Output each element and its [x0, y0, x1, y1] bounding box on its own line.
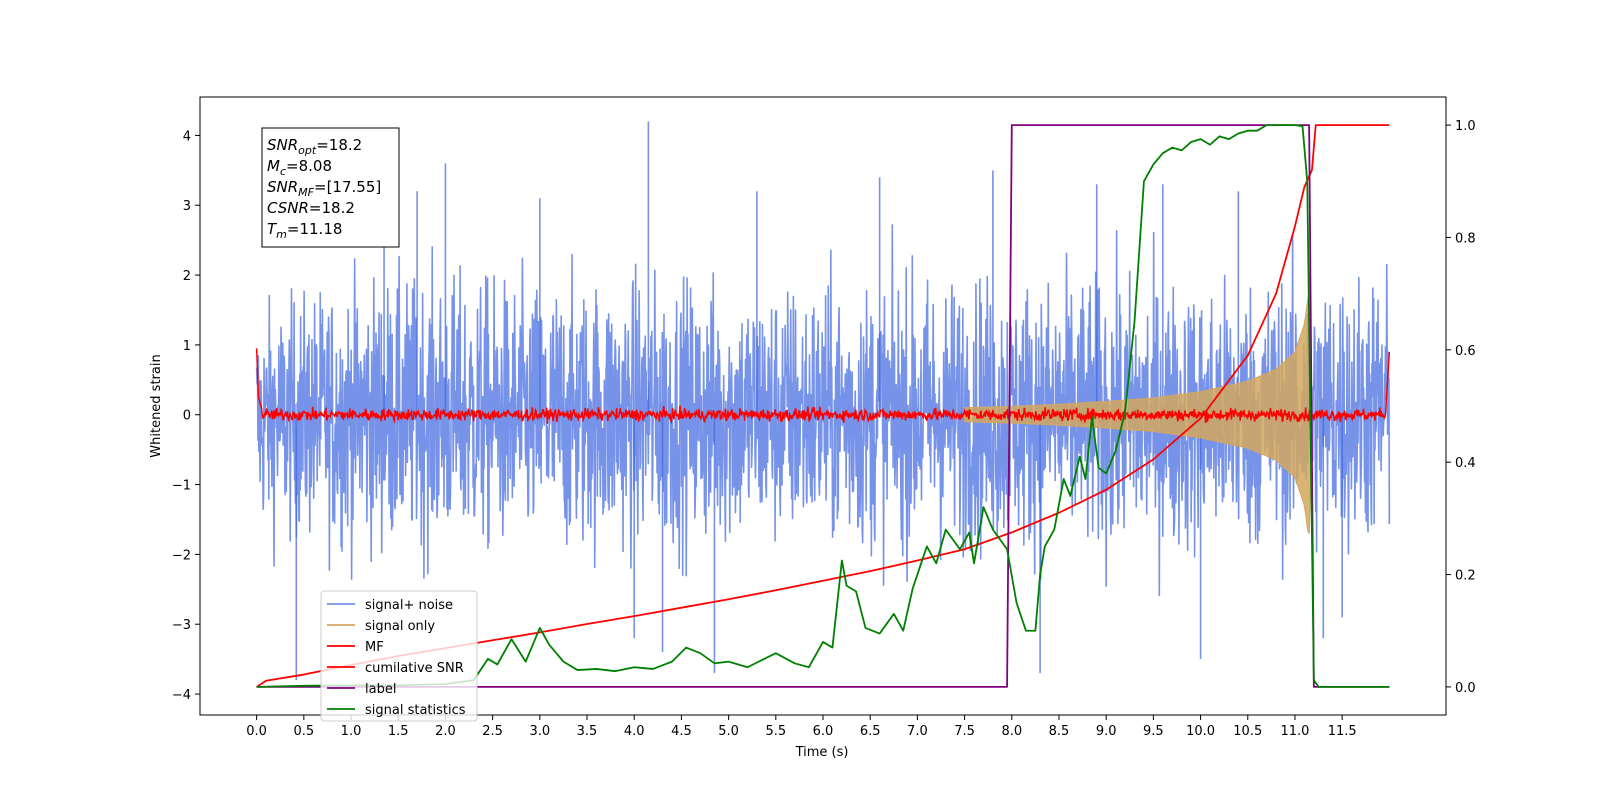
mf-trace: [255, 348, 1391, 425]
info-box-frame: [261, 127, 400, 248]
legend-items: signal+ noise signal only MF cumilative SNR…: [327, 598, 466, 718]
y-tick-label: 3: [183, 199, 191, 214]
x-axis-label: Time (s): [795, 745, 849, 760]
x-tick-label: 8.5: [1049, 724, 1070, 739]
y2-tick-label: 0.6: [1455, 344, 1476, 359]
series-layer: [255, 121, 1391, 688]
y-tick-label: −4: [172, 688, 191, 703]
y-tick-label: −3: [172, 618, 191, 633]
legend-label: MF: [365, 640, 384, 655]
x-tick-label: 5.0: [718, 724, 739, 739]
legend-frame: [320, 590, 478, 722]
y2-tick-label: 1.0: [1455, 119, 1476, 134]
legend-label: signal statistics: [365, 703, 466, 718]
y-axis-label: Whitened strain: [149, 354, 164, 457]
y-axis-left: 4 3 2 1 0 −1 −2 −3 −4: [172, 129, 200, 703]
x-tick-label: 2.5: [482, 724, 503, 739]
x-tick-label: 0.5: [293, 724, 314, 739]
legend-label: signal only: [365, 619, 435, 634]
y-tick-label: 2: [183, 269, 191, 284]
x-tick-label: 11.0: [1280, 724, 1309, 739]
y-tick-label: 0: [183, 409, 191, 424]
x-tick-label: 1.0: [341, 724, 362, 739]
y-tick-label: −1: [172, 479, 191, 494]
y2-tick-label: 0.0: [1455, 681, 1476, 696]
x-tick-label: 0.0: [246, 724, 267, 739]
y2-tick-label: 0.8: [1455, 231, 1476, 246]
x-tick-label: 5.5: [765, 724, 786, 739]
x-tick-label: 4.5: [671, 724, 692, 739]
y2-tick-label: 0.2: [1455, 569, 1476, 584]
x-tick-label: 11.5: [1328, 724, 1357, 739]
x-tick-label: 3.5: [577, 724, 598, 739]
legend-label: signal+ noise: [365, 598, 453, 613]
x-tick-label: 9.5: [1143, 724, 1164, 739]
legend: signal+ noise signal only MF cumilative SNR…: [320, 590, 478, 722]
x-tick-label: 6.5: [860, 724, 881, 739]
y2-tick-label: 0.4: [1455, 456, 1476, 471]
info-box: SNRopt=18.2Mc=8.08SNRMF=[17.55]CSNR=18.2…: [261, 127, 400, 248]
x-tick-label: 7.5: [954, 724, 975, 739]
x-tick-label: 7.0: [907, 724, 928, 739]
x-tick-label: 8.0: [1001, 724, 1022, 739]
info-line: Tm=11.18: [267, 220, 342, 241]
x-tick-label: 1.5: [388, 724, 409, 739]
x-tick-label: 3.0: [529, 724, 550, 739]
info-line: SNRopt=18.2: [267, 136, 362, 157]
info-lines: SNRopt=18.2Mc=8.08SNRMF=[17.55]CSNR=18.2…: [267, 136, 381, 241]
y-tick-label: 1: [183, 339, 191, 354]
info-line: SNRMF=[17.55]: [267, 178, 381, 199]
y-tick-label: −2: [172, 548, 191, 563]
info-line: Mc=8.08: [267, 157, 332, 178]
x-tick-label: 6.0: [813, 724, 834, 739]
info-line: CSNR=18.2: [267, 199, 355, 217]
signal-statistics-line: [256, 124, 1390, 688]
y-axis-right: 1.0 0.8 0.6 0.4 0.2 0.0: [1446, 119, 1476, 696]
x-tick-label: 10.5: [1233, 724, 1262, 739]
x-tick-label: 9.0: [1096, 724, 1117, 739]
x-axis: 0.0 0.5 1.0 1.5 2.0 2.5 3.0 3.5 4.0 4.5 5.0 5.5 6.0 6…: [246, 715, 1357, 739]
x-tick-label: 10.0: [1186, 724, 1215, 739]
legend-label: cumilative SNR: [365, 661, 464, 676]
x-tick-label: 2.0: [435, 724, 456, 739]
x-tick-label: 4.0: [624, 724, 645, 739]
y-tick-label: 4: [183, 129, 191, 144]
legend-label: label: [365, 682, 396, 697]
